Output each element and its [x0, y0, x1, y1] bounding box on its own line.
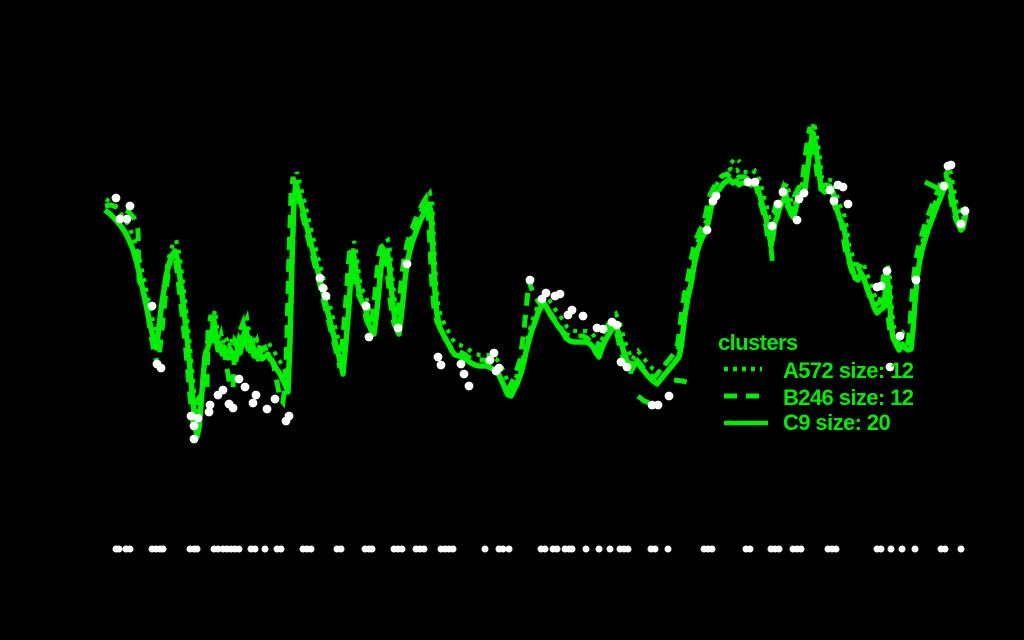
svg-text:A572 size: 12: A572 size: 12 — [783, 358, 914, 383]
svg-text:B246 size: 12: B246 size: 12 — [783, 385, 914, 410]
svg-text:clusters: clusters — [718, 330, 798, 355]
svg-text:C9 size: 20: C9 size: 20 — [783, 410, 890, 435]
